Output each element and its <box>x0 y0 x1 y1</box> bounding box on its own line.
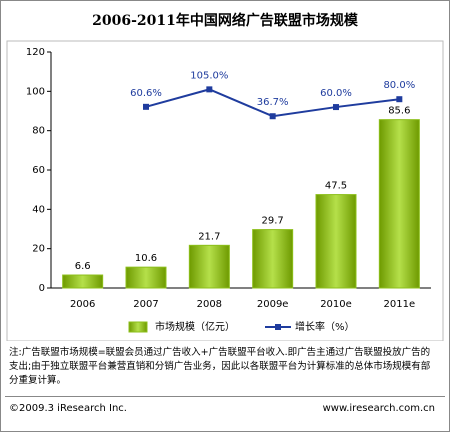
y-tick-label: 80 <box>32 126 45 137</box>
chart-frame <box>6 40 444 342</box>
line-value-label: 105.0% <box>190 70 228 81</box>
y-tick-label: 0 <box>39 283 45 294</box>
line-marker <box>143 103 149 110</box>
legend-label: 市场规模（亿元） <box>155 320 235 333</box>
website: www.iresearch.com.cn <box>322 403 435 414</box>
line-value-label: 80.0% <box>383 80 415 91</box>
bar <box>378 119 420 289</box>
y-tick-label: 40 <box>32 204 45 215</box>
bar-value-label: 85.6 <box>388 106 410 117</box>
bar-value-label: 29.7 <box>262 216 284 227</box>
line-marker <box>269 113 276 120</box>
x-tick-label: 2008 <box>197 299 222 310</box>
line-marker <box>396 96 403 103</box>
line-value-label: 36.7% <box>257 97 289 108</box>
bar <box>188 244 230 289</box>
y-tick-label: 60 <box>32 165 45 176</box>
x-tick-label: 2011e <box>384 299 416 310</box>
note: 注:广告联盟市场规模=联盟会员通过广告收入+广告联盟平台收入.即广告主通过广告联… <box>9 347 431 386</box>
bar-value-label: 47.5 <box>325 181 347 192</box>
y-tick-label: 100 <box>26 86 45 97</box>
source: ©2009.3 iResearch Inc. <box>9 403 127 414</box>
line-value-label: 60.6% <box>130 88 162 99</box>
bar <box>252 229 294 289</box>
bar-value-label: 6.6 <box>75 261 91 272</box>
divider <box>5 396 445 397</box>
legend-marker <box>275 324 281 330</box>
bar <box>125 266 167 289</box>
bar-value-label: 10.6 <box>135 253 157 264</box>
y-tick-label: 20 <box>32 244 45 255</box>
legend-label: 增长率（%） <box>295 320 355 333</box>
bar-value-label: 21.7 <box>198 231 220 242</box>
chart-title: 2006-2011年中国网络广告联盟市场规模 <box>92 12 359 29</box>
x-tick-label: 2010e <box>320 299 352 310</box>
x-tick-label: 2006 <box>70 299 95 310</box>
bar <box>315 194 357 289</box>
x-tick-label: 2009e <box>257 299 289 310</box>
line-marker <box>333 104 339 111</box>
legend-swatch <box>128 321 148 333</box>
line-value-label: 60.0% <box>320 88 352 99</box>
line-marker <box>206 86 213 93</box>
bar <box>62 274 104 289</box>
y-tick-label: 120 <box>26 47 45 58</box>
chart: 2006-2011年中国网络广告联盟市场规模 0 20 40 60 80 100 120 20… <box>6 12 444 342</box>
x-tick-label: 2007 <box>133 299 158 310</box>
